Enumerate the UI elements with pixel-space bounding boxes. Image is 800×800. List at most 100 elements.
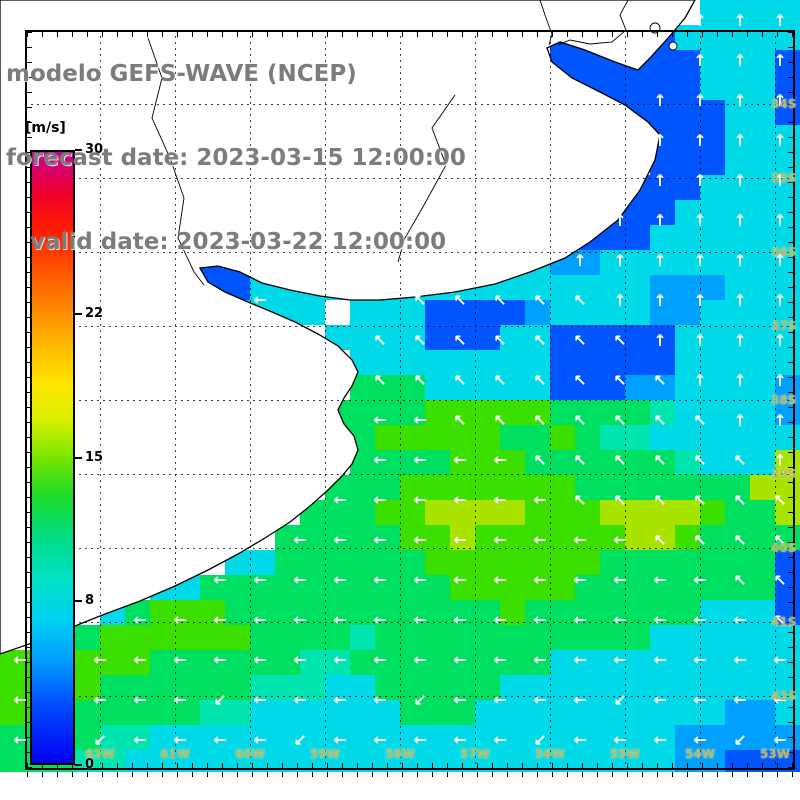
wave-cell [775, 300, 800, 325]
wave-cell [750, 250, 775, 275]
wave-cell [400, 600, 425, 625]
wave-cell [750, 600, 775, 625]
wave-cell [700, 475, 725, 500]
lat-label: 36S [771, 245, 797, 259]
wave-cell [525, 500, 550, 525]
wave-cell [725, 600, 750, 625]
wave-cell [650, 425, 675, 450]
wave-cell [700, 375, 725, 400]
wave-cell [675, 350, 700, 375]
wave-cell [400, 375, 425, 400]
wave-cell [300, 525, 325, 550]
wave-cell [625, 300, 650, 325]
wave-cell [450, 425, 475, 450]
wave-cell [425, 475, 450, 500]
wave-cell [450, 350, 475, 375]
wave-cell [350, 300, 375, 325]
wave-cell [625, 425, 650, 450]
wave-cell [450, 450, 475, 475]
wave-cell [675, 425, 700, 450]
wave-cell [725, 200, 750, 225]
colorbar-tick-mark [75, 600, 82, 602]
wave-cell [550, 375, 575, 400]
wave-cell [375, 400, 400, 425]
wave-cell [500, 500, 525, 525]
wave-cell [750, 300, 775, 325]
wave-cell [700, 550, 725, 575]
wave-cell [525, 475, 550, 500]
wave-cell [475, 500, 500, 525]
wave-cell [150, 625, 175, 650]
wave-cell [675, 325, 700, 350]
wave-cell [675, 200, 700, 225]
wave-cell [650, 550, 675, 575]
wave-cell [0, 725, 25, 750]
wave-cell [725, 150, 750, 175]
wave-cell [550, 275, 575, 300]
wave-cell [425, 600, 450, 625]
wave-cell [425, 300, 450, 325]
wave-cell [700, 75, 725, 100]
wave-cell [650, 450, 675, 475]
wave-cell [475, 425, 500, 450]
lon-label: 59W [310, 747, 340, 761]
colorbar-tick-mark [75, 456, 82, 459]
wave-cell [300, 300, 325, 325]
wave-cell [725, 375, 750, 400]
wave-cell [225, 575, 250, 600]
wave-cell [700, 500, 725, 525]
wave-cell [625, 375, 650, 400]
wave-cell [600, 450, 625, 475]
wave-cell [425, 550, 450, 575]
wave-cell [425, 575, 450, 600]
wave-cell [575, 525, 600, 550]
wave-cell [350, 625, 375, 650]
wave-cell [650, 400, 675, 425]
wave-cell [475, 525, 500, 550]
wave-cell [675, 50, 700, 75]
wave-cell [450, 600, 475, 625]
lon-label: 56W [535, 747, 565, 761]
wave-cell [325, 525, 350, 550]
wave-cell [550, 450, 575, 475]
wave-cell [250, 575, 275, 600]
wave-cell [600, 350, 625, 375]
wave-cell [650, 300, 675, 325]
wave-cell [525, 550, 550, 575]
wave-cell [625, 225, 650, 250]
wave-cell [500, 400, 525, 425]
wave-cell [600, 525, 625, 550]
wave-cell [550, 425, 575, 450]
wave-cell [775, 175, 800, 200]
wave-cell [325, 600, 350, 625]
wave-cell [150, 600, 175, 625]
wave-cell [650, 275, 675, 300]
wave-cell [750, 575, 775, 600]
wave-cell [575, 325, 600, 350]
wave-cell [775, 400, 800, 425]
wave-cell [700, 125, 725, 150]
wave-cell [675, 550, 700, 575]
wave-cell [725, 500, 750, 525]
wave-cell [450, 475, 475, 500]
wave-cell [500, 325, 525, 350]
wave-cell [525, 400, 550, 425]
wave-cell [700, 450, 725, 475]
wave-cell [750, 400, 775, 425]
wave-cell [525, 450, 550, 475]
wave-cell [375, 550, 400, 575]
wave-cell [750, 325, 775, 350]
wave-cell [700, 200, 725, 225]
wave-cell [200, 575, 225, 600]
wave-cell [450, 300, 475, 325]
wave-cell [650, 175, 675, 200]
wave-cell [450, 325, 475, 350]
colorbar-tick-label: 8 [85, 593, 95, 608]
wave-cell [575, 450, 600, 475]
wave-cell [725, 475, 750, 500]
wave-cell [725, 550, 750, 575]
wave-cell [525, 575, 550, 600]
wave-cell [750, 75, 775, 100]
wave-cell [425, 350, 450, 375]
